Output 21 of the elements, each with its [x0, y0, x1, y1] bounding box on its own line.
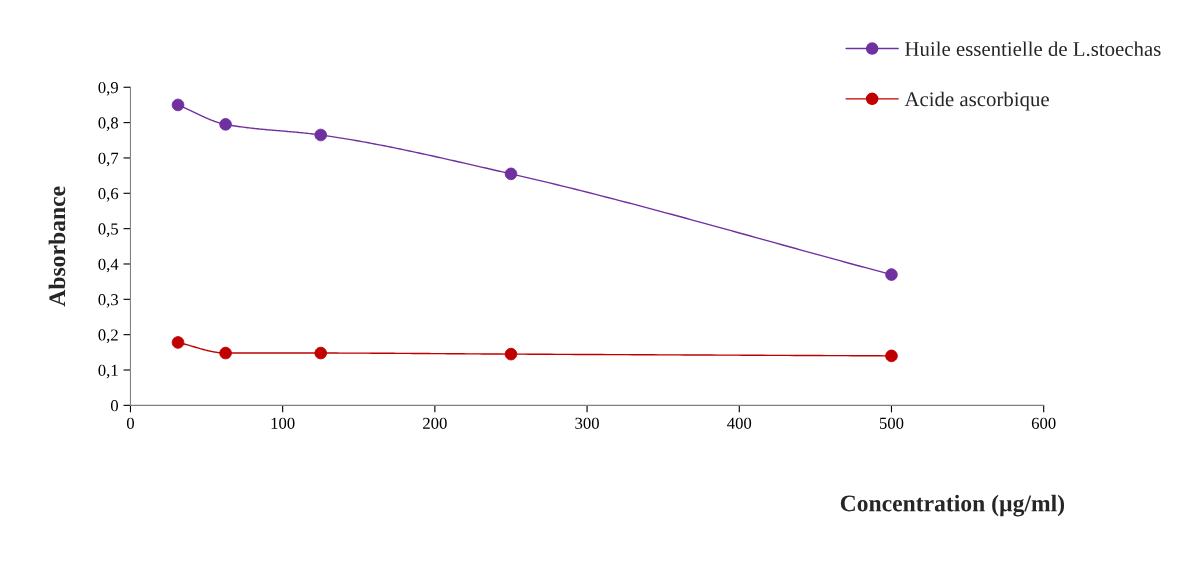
y-tick-label: 0,8	[98, 117, 119, 131]
x-tick-label: 300	[575, 417, 599, 429]
y-tick-label: 0	[110, 400, 119, 412]
x-tick-label: 100	[271, 417, 295, 429]
x-axis-title: Concentration (µg/ml)	[840, 494, 1065, 517]
y-tick-label: 0,7	[98, 152, 119, 167]
x-tick-label: 0	[126, 417, 134, 429]
x-tick-label: 200	[423, 417, 447, 429]
y-tick-label: 0,9	[98, 81, 118, 96]
y-tick-label: 0,1	[98, 364, 118, 379]
x-tick-label: 500	[879, 417, 904, 429]
y-tick-label: 0,6	[98, 188, 119, 202]
y-axis-title: Absorbance	[48, 186, 66, 307]
x-tick-label: 600	[1031, 417, 1056, 429]
y-tick-label: 0,5	[98, 223, 118, 237]
legend-label: Huile essentielle de L.stoechas	[905, 41, 1161, 57]
y-tick-label: 0,4	[98, 258, 119, 273]
x-tick-label: 400	[727, 417, 752, 429]
y-tick-label: 0,3	[98, 294, 118, 308]
legend-label: Acide ascorbique	[904, 91, 1049, 111]
y-tick-label: 0,2	[98, 329, 118, 344]
